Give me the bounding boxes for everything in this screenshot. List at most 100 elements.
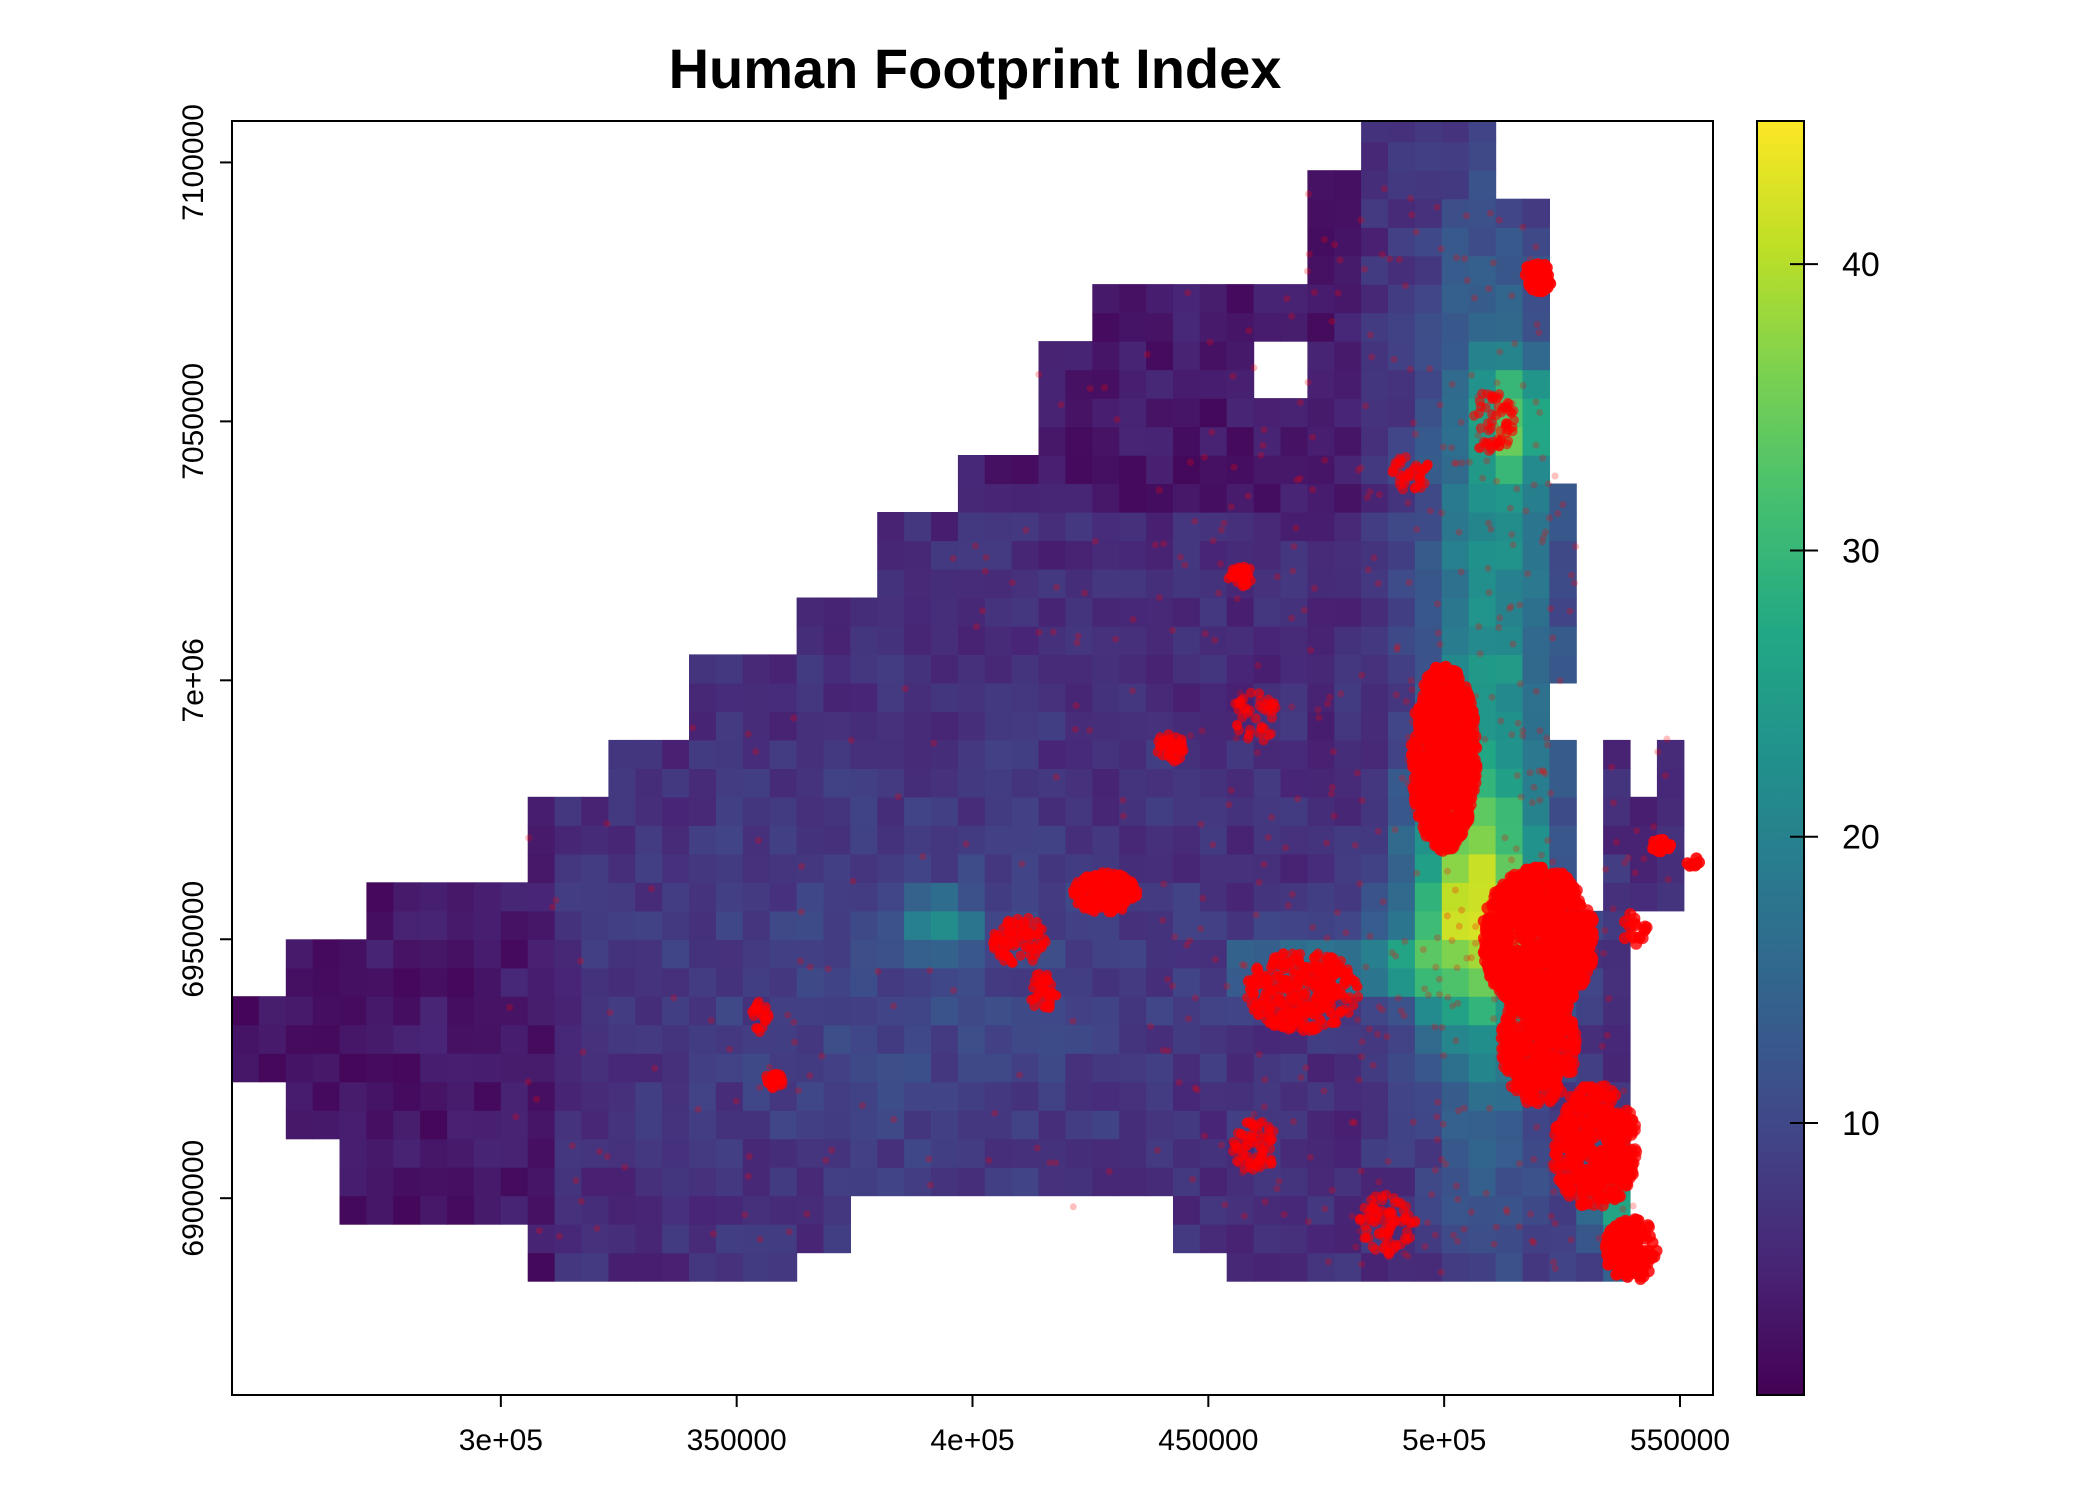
occurrence-point — [1428, 1191, 1436, 1198]
raster-cell — [1065, 996, 1093, 1026]
raster-cell — [1361, 198, 1389, 228]
raster-cell — [1173, 597, 1201, 627]
occurrence-point — [1536, 997, 1549, 1010]
raster-cell — [823, 1081, 851, 1111]
raster-cell — [635, 1167, 663, 1197]
raster-cell — [796, 711, 825, 741]
occurrence-point — [1438, 509, 1446, 517]
raster-cell — [796, 682, 825, 712]
raster-cell — [1630, 796, 1658, 826]
raster-cell — [1603, 939, 1631, 969]
occurrence-point — [1356, 880, 1364, 888]
raster-cell — [957, 1024, 986, 1054]
occurrence-point — [1577, 1173, 1590, 1186]
raster-cell — [1388, 939, 1416, 969]
occurrence-point — [766, 1063, 773, 1071]
raster-cell — [931, 1053, 959, 1083]
occurrence-point — [1052, 1159, 1060, 1167]
raster-cell — [662, 1167, 690, 1197]
occurrence-point — [621, 1163, 629, 1171]
raster-cell — [1495, 540, 1524, 570]
raster-cell — [662, 1081, 690, 1111]
raster-cell — [339, 1024, 367, 1054]
raster-cell — [1361, 711, 1389, 741]
occurrence-point — [577, 957, 585, 965]
occurrence-point — [1508, 530, 1516, 538]
raster-cell — [1495, 198, 1524, 228]
raster-cell — [1549, 654, 1577, 684]
raster-cell — [339, 1110, 367, 1140]
occurrence-point — [1604, 1139, 1617, 1151]
raster-cell — [1334, 398, 1362, 428]
raster-cell — [312, 1110, 341, 1140]
raster-cell — [662, 996, 690, 1026]
raster-cell — [1065, 796, 1093, 826]
raster-cell — [715, 1138, 744, 1168]
raster-cell — [1038, 1081, 1066, 1111]
occurrence-point — [1463, 713, 1476, 726]
raster-cell — [258, 1053, 287, 1083]
raster-cell — [715, 1081, 744, 1111]
raster-cell — [1441, 853, 1470, 883]
raster-cell — [904, 768, 932, 798]
raster-cell — [1199, 569, 1228, 599]
raster-cell — [285, 996, 314, 1026]
raster-cell — [1361, 512, 1389, 542]
occurrence-point — [1395, 256, 1403, 263]
raster-cell — [931, 512, 959, 542]
raster-cell — [1361, 853, 1389, 883]
raster-cell — [823, 739, 851, 769]
raster-cell — [689, 967, 717, 997]
occurrence-point — [1317, 967, 1328, 978]
occurrence-point — [1198, 727, 1206, 735]
occurrence-point — [1530, 950, 1542, 963]
raster-cell — [957, 1167, 986, 1197]
occurrence-point — [694, 1105, 702, 1113]
raster-cell — [1334, 910, 1362, 940]
raster-cell — [1011, 1024, 1040, 1054]
raster-cell — [1173, 455, 1201, 485]
occurrence-point — [1568, 571, 1576, 579]
raster-cell — [1334, 1138, 1362, 1168]
raster-cell — [1199, 853, 1228, 883]
occurrence-point — [1516, 1078, 1529, 1091]
occurrence-point — [1164, 975, 1172, 983]
raster-cell — [1119, 1138, 1147, 1168]
raster-cell — [1173, 1081, 1201, 1111]
raster-cell — [1199, 1024, 1228, 1054]
occurrence-point — [1303, 979, 1314, 990]
occurrence-point — [1426, 365, 1434, 373]
raster-cell — [1065, 1024, 1093, 1054]
raster-cell — [1092, 483, 1120, 513]
occurrence-point — [1448, 742, 1461, 755]
occurrence-point — [572, 1177, 580, 1185]
raster-cell — [1522, 341, 1550, 371]
occurrence-point — [1609, 905, 1617, 913]
raster-cell — [1092, 569, 1120, 599]
occurrence-point — [1378, 1006, 1386, 1014]
occurrence-point — [1069, 1017, 1077, 1025]
raster-cell — [474, 939, 502, 969]
occurrence-point — [1451, 886, 1459, 894]
raster-cell — [1199, 1195, 1228, 1225]
occurrence-point — [1528, 861, 1541, 874]
raster-cell — [1146, 796, 1174, 826]
raster-cell — [232, 1053, 260, 1083]
raster-cell — [1307, 341, 1335, 371]
raster-cell — [850, 1167, 878, 1197]
occurrence-point — [1532, 906, 1545, 919]
raster-cell — [1092, 625, 1120, 655]
occurrence-point — [1400, 1012, 1408, 1020]
occurrence-point — [1484, 564, 1492, 572]
raster-cell — [796, 882, 825, 912]
raster-cell — [1495, 284, 1524, 314]
raster-cell — [796, 1081, 825, 1111]
occurrence-point — [1506, 504, 1514, 512]
raster-cell — [1656, 768, 1685, 798]
raster-cell — [957, 825, 986, 855]
raster-cell — [1253, 625, 1282, 655]
occurrence-point — [1358, 797, 1366, 804]
raster-cell — [581, 939, 609, 969]
raster-cell — [823, 1224, 851, 1254]
raster-cell — [984, 654, 1013, 684]
